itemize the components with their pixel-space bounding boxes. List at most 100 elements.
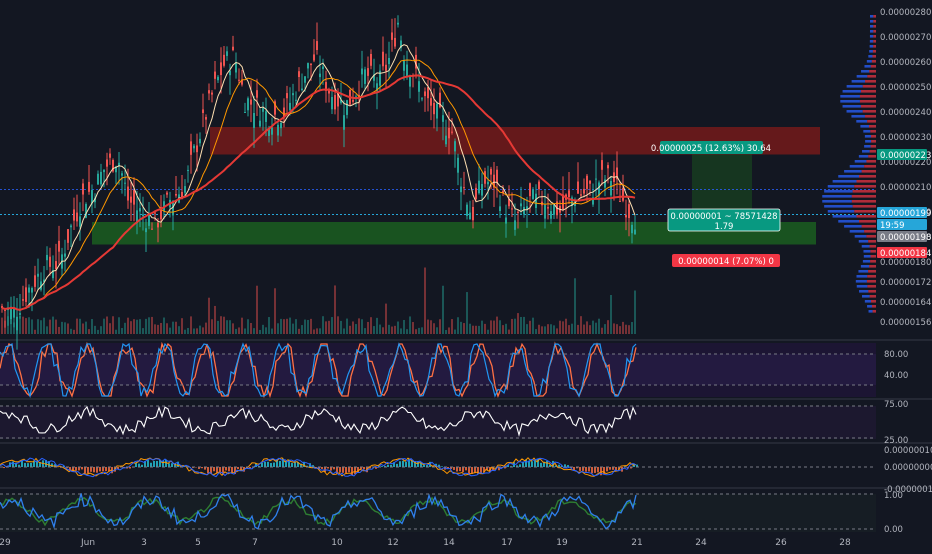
stop-label: 0.00000014 (7.07%) 0 <box>678 257 774 267</box>
candle-body <box>196 145 198 152</box>
volume-profile-bar <box>867 280 876 283</box>
candle-body <box>352 100 354 102</box>
volume-bar <box>151 317 153 334</box>
candle-body <box>82 183 84 194</box>
volume-bar <box>142 328 144 334</box>
volume-bar <box>547 324 549 334</box>
macd-bar <box>567 465 569 467</box>
macd-bar <box>24 463 26 467</box>
volume-bar <box>595 323 597 334</box>
macd-bar <box>87 467 89 473</box>
volume-bar <box>478 326 480 334</box>
time-axis-tick: 29 <box>0 538 11 548</box>
volume-bar <box>406 329 408 334</box>
candle-body <box>367 68 369 76</box>
volume-bar <box>184 330 186 334</box>
volume-profile-bar <box>858 270 868 273</box>
volume-profile-bar <box>870 150 876 153</box>
macd-bar <box>582 467 584 471</box>
volume-bar <box>211 319 213 334</box>
price-marker-label: 0.00000223 <box>880 151 931 161</box>
volume-profile-bar <box>854 210 876 213</box>
volume-profile-bar <box>865 115 876 118</box>
volume-bar <box>193 328 195 334</box>
volume-bar <box>28 317 30 334</box>
volume-profile-bar <box>857 285 868 288</box>
volume-profile-bar <box>857 75 868 78</box>
volume-bar <box>490 320 492 334</box>
volume-profile-bar <box>870 20 873 23</box>
volume-profile-bar <box>871 300 876 303</box>
time-axis-tick: 3 <box>141 538 147 548</box>
volume-profile-bar <box>870 260 876 263</box>
volume-profile-bar <box>873 15 876 18</box>
candle-body <box>514 220 516 230</box>
volume-profile-bar <box>867 75 876 78</box>
candle-body <box>436 104 438 119</box>
volume-bar <box>427 320 429 334</box>
volume-bar <box>613 323 615 334</box>
volume-profile-bar <box>869 310 873 313</box>
candle-body <box>526 206 528 209</box>
candle-body <box>397 23 399 25</box>
volume-bar <box>562 321 564 334</box>
volume-bar <box>94 326 96 334</box>
volume-profile-bar <box>870 25 873 28</box>
time-axis-tick: Jun <box>80 538 95 548</box>
volume-bar <box>7 316 9 334</box>
volume-profile-bar <box>824 190 853 193</box>
volume-profile-bar <box>873 50 876 53</box>
candle-body <box>247 98 249 110</box>
volume-bar <box>280 319 282 334</box>
macd-bar <box>228 467 230 471</box>
candle-body <box>451 132 453 133</box>
volume-bar <box>25 318 27 334</box>
macd-bar <box>93 467 95 472</box>
volume-bar <box>388 325 390 334</box>
volume-profile-bar <box>822 195 852 198</box>
candle-body <box>346 100 348 115</box>
volume-bar <box>394 326 396 334</box>
volume-bar <box>70 329 72 334</box>
price-axis-tick: 0.00000180 <box>880 258 931 268</box>
candle-body <box>208 90 210 93</box>
candle-body <box>151 229 153 230</box>
volume-profile-bar <box>871 65 876 68</box>
candle-body <box>403 61 405 71</box>
time-axis-tick: 21 <box>631 538 642 548</box>
volume-profile-bar <box>865 80 876 83</box>
volume-bar <box>454 330 456 334</box>
macd-bar <box>267 462 269 467</box>
candle-body <box>547 207 549 208</box>
volume-bar <box>325 321 327 334</box>
volume-profile-bar <box>873 30 876 33</box>
volume-bar <box>232 323 234 334</box>
macd-bar <box>387 465 389 467</box>
volume-bar <box>343 328 345 334</box>
price-marker-label: 19:59 <box>880 221 905 231</box>
volume-bar <box>16 326 18 334</box>
macd-bar <box>531 461 533 467</box>
candle-body <box>544 205 546 219</box>
volume-bar <box>448 327 450 334</box>
volume-bar <box>361 319 363 334</box>
volume-profile-bar <box>863 110 876 113</box>
volume-profile-bar <box>864 230 876 233</box>
volume-bar <box>115 330 117 334</box>
candle-body <box>445 136 447 145</box>
volume-bar <box>34 330 36 334</box>
volume-bar <box>31 319 33 334</box>
volume-profile-bar <box>866 160 876 163</box>
candle-body <box>187 170 189 171</box>
volume-profile-bar <box>871 135 876 138</box>
volume-profile-bar <box>855 235 867 238</box>
volume-bar <box>328 321 330 334</box>
volume-bar <box>610 295 612 334</box>
volume-bar <box>130 321 132 334</box>
volume-bar <box>514 319 516 334</box>
volume-profile-bar <box>872 305 876 308</box>
macd-bar <box>12 462 14 467</box>
volume-bar <box>583 325 585 334</box>
